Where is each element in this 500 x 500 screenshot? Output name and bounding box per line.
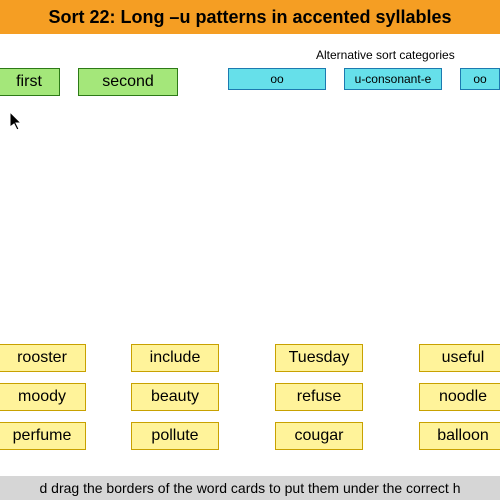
word-card-label: pollute xyxy=(151,427,198,445)
page-title-bar: Sort 22: Long –u patterns in accented sy… xyxy=(0,0,500,34)
alt-category-label: u-consonant-e xyxy=(355,72,432,86)
alt-category-label: oo xyxy=(270,72,283,86)
word-card-label: useful xyxy=(442,349,485,367)
word-card-label: refuse xyxy=(297,388,341,406)
word-card-beauty[interactable]: beauty xyxy=(131,383,219,411)
word-card-label: noodle xyxy=(439,388,487,406)
word-card-refuse[interactable]: refuse xyxy=(275,383,363,411)
word-card-label: rooster xyxy=(17,349,67,367)
category-first[interactable]: first xyxy=(0,68,60,96)
word-card-cougar[interactable]: cougar xyxy=(275,422,363,450)
word-card-rooster[interactable]: rooster xyxy=(0,344,86,372)
word-card-label: moody xyxy=(18,388,66,406)
category-label: first xyxy=(16,73,42,91)
word-card-label: Tuesday xyxy=(289,349,350,367)
word-card-pollute[interactable]: pollute xyxy=(131,422,219,450)
word-card-label: balloon xyxy=(437,427,489,445)
alt-category-u-consonant-e[interactable]: u-consonant-e xyxy=(344,68,442,90)
word-card-label: beauty xyxy=(151,388,199,406)
word-card-moody[interactable]: moody xyxy=(0,383,86,411)
category-second[interactable]: second xyxy=(78,68,178,96)
page-title-text: Sort 22: Long –u patterns in accented sy… xyxy=(48,7,451,28)
cursor-icon xyxy=(10,112,24,132)
word-card-noodle[interactable]: noodle xyxy=(419,383,500,411)
word-card-tuesday[interactable]: Tuesday xyxy=(275,344,363,372)
alt-categories-header: Alternative sort categories xyxy=(316,48,455,62)
footer-instructions: d drag the borders of the word cards to … xyxy=(0,476,500,500)
word-card-label: perfume xyxy=(13,427,72,445)
word-card-balloon[interactable]: balloon xyxy=(419,422,500,450)
word-card-perfume[interactable]: perfume xyxy=(0,422,86,450)
alt-category-label: oo xyxy=(473,72,486,86)
word-card-useful[interactable]: useful xyxy=(419,344,500,372)
footer-text: d drag the borders of the word cards to … xyxy=(39,480,460,496)
alt-category-oo-1[interactable]: oo xyxy=(228,68,326,90)
word-card-label: include xyxy=(150,349,201,367)
word-card-include[interactable]: include xyxy=(131,344,219,372)
category-label: second xyxy=(102,73,154,91)
alt-category-oo-2[interactable]: oo xyxy=(460,68,500,90)
word-card-label: cougar xyxy=(295,427,344,445)
